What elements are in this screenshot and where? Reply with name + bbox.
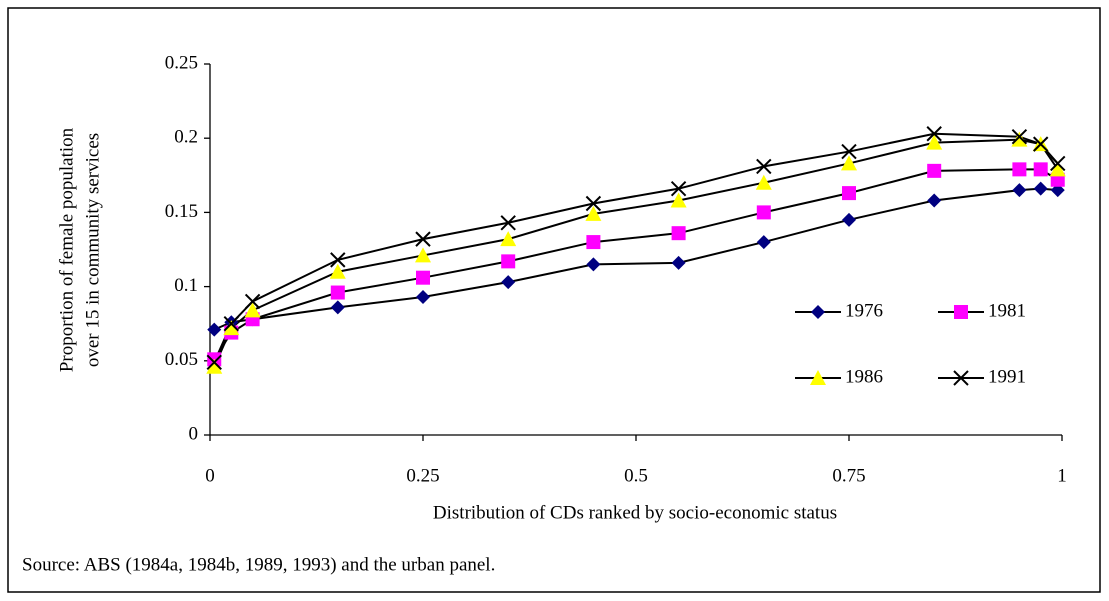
marker — [842, 186, 856, 201]
marker — [926, 126, 942, 142]
legend-label: 1986 — [845, 366, 883, 387]
marker — [416, 270, 430, 285]
marker — [1032, 136, 1049, 152]
marker — [416, 289, 430, 304]
marker — [415, 247, 431, 263]
marker — [223, 320, 240, 336]
series-line — [213, 168, 1059, 360]
marker — [330, 252, 346, 268]
marker — [756, 158, 772, 175]
x-tick-label: 0.5 — [624, 465, 648, 486]
y-tick-label: 0.25 — [165, 52, 198, 73]
marker — [670, 180, 687, 197]
marker — [206, 358, 223, 374]
marker — [330, 300, 345, 315]
y-tick-label: 0.2 — [174, 127, 198, 148]
marker — [953, 370, 969, 386]
frame — [7, 7, 1101, 593]
y-tick-label: 0.15 — [165, 201, 198, 222]
y-axis-label: over 15 in community services — [82, 133, 103, 367]
x-axis-label: Distribution of CDs ranked by socio-econ… — [433, 502, 837, 523]
source-note: Source: ABS (1984a, 1984b, 1989, 1993) a… — [22, 554, 495, 575]
marker — [811, 305, 825, 319]
marker — [756, 205, 771, 220]
marker — [501, 275, 516, 290]
marker — [927, 163, 942, 178]
y-tick-label: 0 — [189, 423, 199, 444]
marker — [670, 192, 687, 208]
series-line — [213, 187, 1058, 331]
marker — [585, 205, 602, 221]
marker — [206, 354, 222, 370]
marker — [223, 315, 240, 332]
series-line — [213, 138, 1059, 368]
marker — [500, 231, 517, 247]
marker — [501, 254, 516, 269]
legend-label: 1976 — [845, 300, 883, 321]
marker — [1012, 162, 1027, 177]
marker — [755, 174, 772, 190]
x-tick-label: 0.25 — [406, 465, 439, 486]
marker — [1049, 161, 1066, 177]
marker — [954, 305, 968, 319]
marker — [1011, 131, 1028, 147]
x-tick-label: 1 — [1057, 465, 1067, 486]
marker — [500, 215, 516, 231]
marker — [330, 285, 345, 300]
marker — [1033, 181, 1048, 196]
marker — [244, 293, 261, 310]
y-tick-label: 0.1 — [174, 275, 198, 296]
marker — [585, 195, 602, 212]
marker — [415, 231, 431, 247]
marker — [927, 193, 942, 208]
legend-label: 1981 — [988, 300, 1026, 321]
marker — [841, 155, 857, 171]
legend-label: 1991 — [988, 366, 1026, 387]
marker — [329, 263, 346, 279]
marker — [671, 226, 686, 241]
marker — [1012, 183, 1027, 198]
marker — [756, 235, 771, 250]
x-tick-label: 0 — [205, 465, 215, 486]
y-axis-label: Proportion of female population — [56, 127, 77, 372]
marker — [1011, 129, 1028, 145]
marker — [1033, 162, 1048, 177]
marker — [586, 257, 601, 272]
marker — [671, 255, 686, 270]
marker — [207, 322, 222, 337]
marker — [842, 212, 856, 227]
marker — [586, 235, 601, 250]
marker — [244, 302, 261, 318]
series-line — [213, 132, 1059, 363]
marker — [926, 134, 943, 150]
marker — [810, 370, 826, 385]
marker — [1050, 155, 1066, 172]
x-tick-label: 0.75 — [832, 465, 865, 486]
y-tick-label: 0.05 — [165, 349, 198, 370]
marker — [841, 143, 857, 160]
